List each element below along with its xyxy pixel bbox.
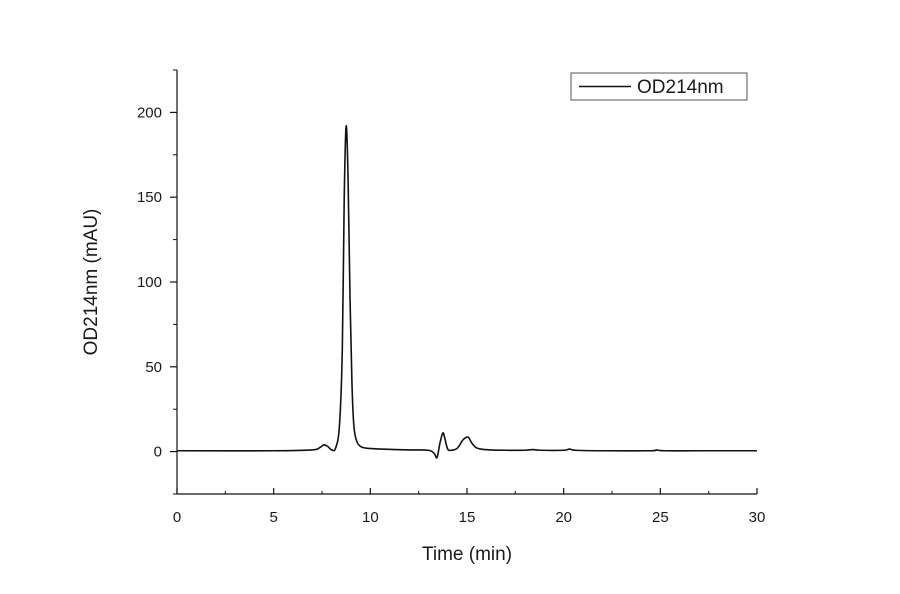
legend: OD214nm: [570, 72, 748, 101]
y-tick-label: 0: [154, 444, 162, 461]
y-tick-label: 150: [137, 189, 162, 206]
x-axis-title: Time (min): [422, 544, 512, 565]
x-tick-label: 0: [173, 509, 181, 526]
x-tick-label: 30: [749, 509, 766, 526]
plot-axes: [176, 70, 757, 495]
x-tick-label: 25: [652, 509, 669, 526]
x-ticks: 0 5 10 15 20 25 30: [173, 488, 766, 526]
series-layer: [176, 125, 757, 459]
legend-label: OD214nm: [637, 77, 724, 98]
y-tick-label: 200: [137, 104, 162, 121]
x-tick-label: 10: [362, 509, 379, 526]
x-tick-label: 5: [269, 509, 277, 526]
series-line-od214nm: [176, 125, 757, 459]
y-axis-title: OD214nm (mAU): [81, 209, 102, 356]
x-tick-label: 20: [555, 509, 572, 526]
y-tick-label: 100: [137, 274, 162, 291]
y-tick-label: 50: [145, 359, 162, 376]
y-ticks: 0 50 100 150 200: [137, 69, 177, 495]
x-tick-label: 15: [459, 509, 476, 526]
